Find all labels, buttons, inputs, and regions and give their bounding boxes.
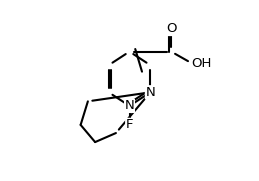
- Text: O: O: [166, 22, 176, 35]
- Text: N: N: [125, 99, 134, 112]
- Text: F: F: [126, 118, 133, 131]
- Text: OH: OH: [192, 57, 212, 70]
- Text: N: N: [146, 86, 155, 99]
